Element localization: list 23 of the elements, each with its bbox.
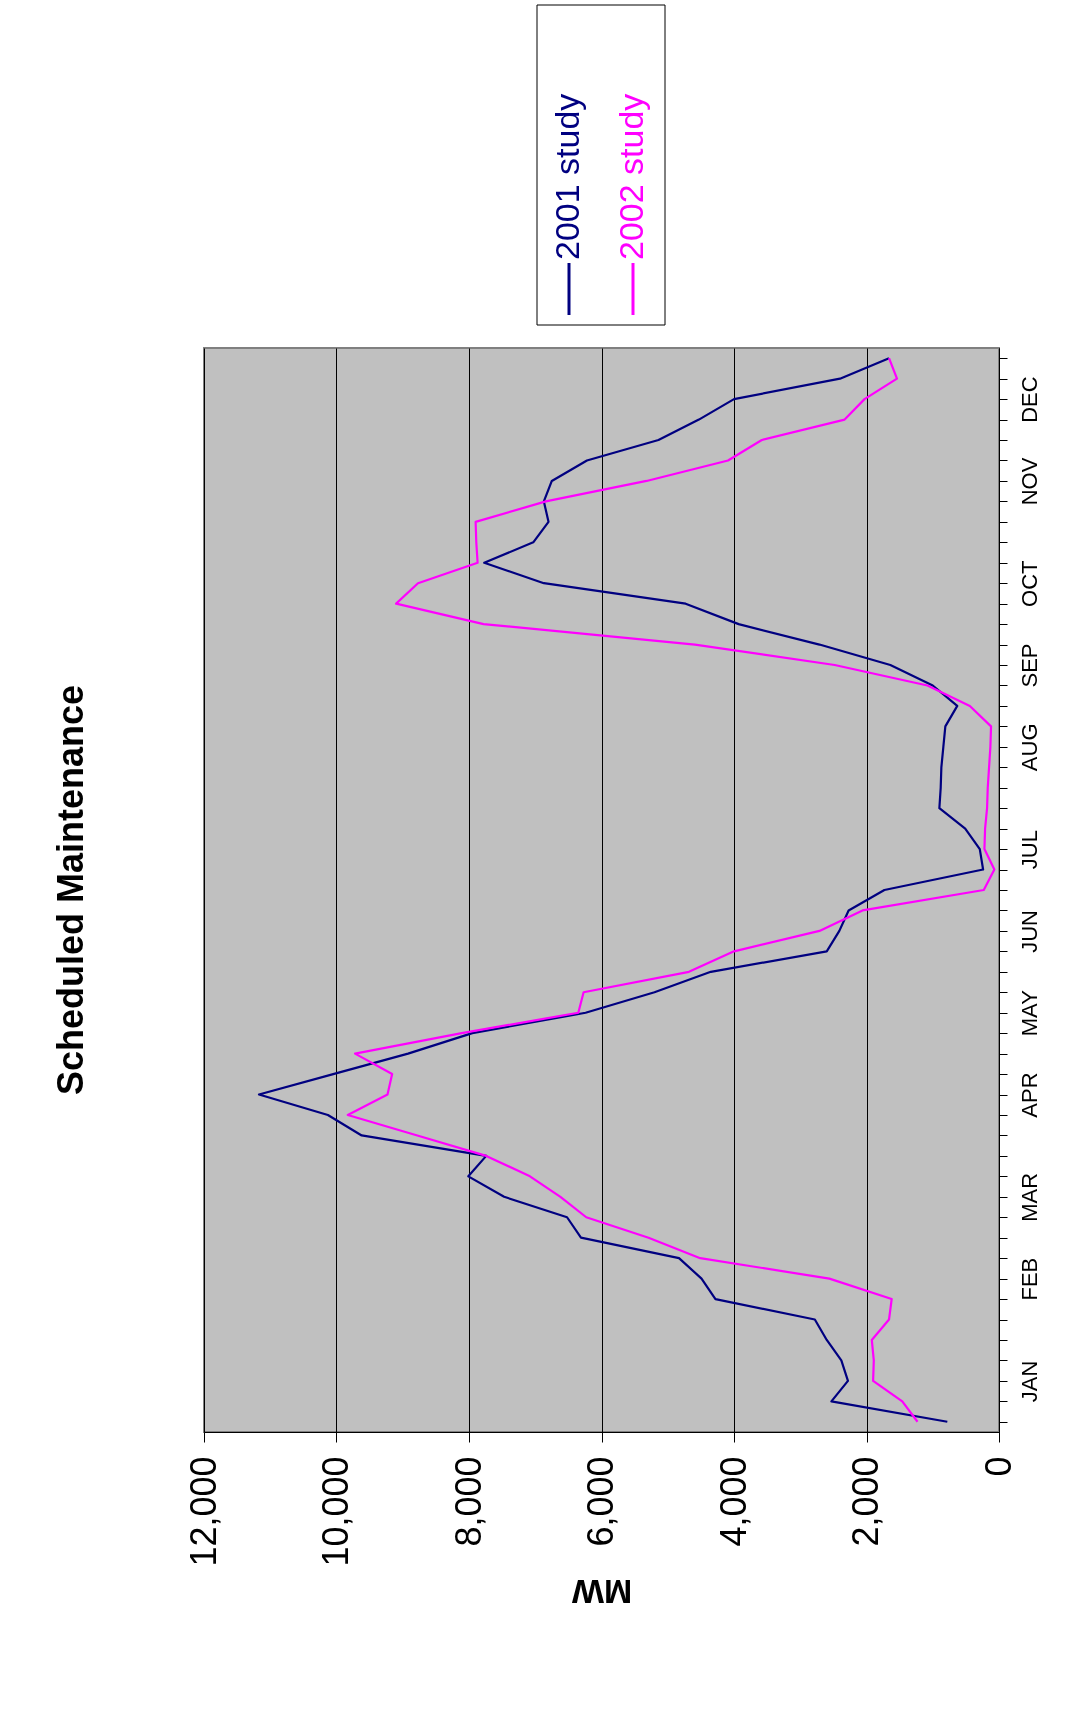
x-tick-label: 12,000	[182, 1456, 224, 1567]
y-tick-label: AUG	[1016, 723, 1042, 772]
y-tick-label: SEP	[1016, 643, 1042, 688]
x-tick-label: 2,000	[845, 1456, 886, 1547]
x-tick-label: 6,000	[580, 1456, 621, 1547]
y-tick-label: FEB	[1016, 1257, 1042, 1301]
y-tick-label: JUL	[1016, 830, 1042, 870]
x-tick-label: 4,000	[712, 1456, 754, 1547]
y-tick-label: JUN	[1016, 910, 1042, 953]
text: 2002 study	[612, 93, 650, 260]
text: Scheduled Maintenance	[50, 684, 91, 1096]
x-tick-label: 10,000	[315, 1456, 356, 1567]
x-tick-label: 0	[977, 1456, 1019, 1477]
text: 2001 study	[548, 93, 586, 260]
y-tick-label: MAY	[1016, 989, 1042, 1037]
x-axis-title: MW	[570, 1572, 633, 1611]
y-tick-label: JAN	[1016, 1360, 1042, 1403]
y-tick-label: APR	[1016, 1072, 1042, 1118]
y-tick-label: DEC	[1016, 376, 1042, 423]
x-tick-label: 8,000	[447, 1456, 489, 1547]
y-tick-label: NOV	[1016, 457, 1042, 506]
y-tick-label: OCT	[1016, 560, 1042, 607]
y-tick-label: MAR	[1016, 1172, 1042, 1222]
